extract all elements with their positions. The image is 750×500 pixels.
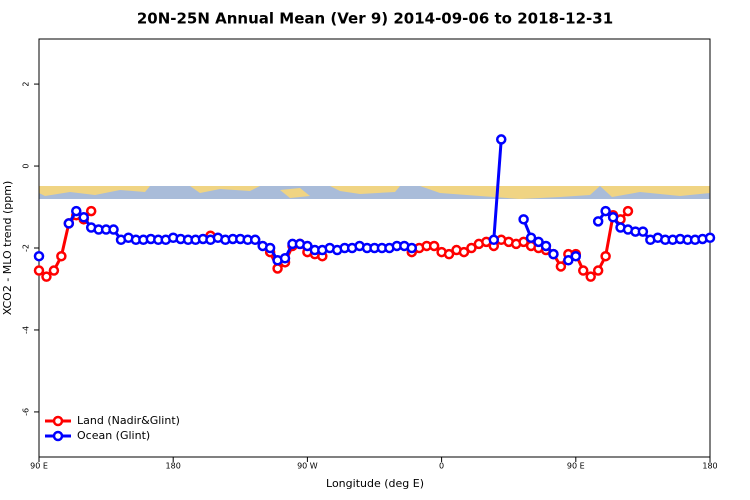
x-tick-label: 180 [702, 462, 717, 471]
data-point [406, 242, 418, 254]
data-point [570, 250, 582, 262]
data-point [533, 236, 544, 248]
data-point [264, 242, 276, 254]
y-tick-label: 0 [22, 163, 31, 168]
data-point [555, 261, 567, 272]
data-point [33, 265, 45, 276]
land-shape [330, 186, 400, 194]
x-tick-label: 0 [439, 462, 444, 471]
y-tick-label: -4 [22, 326, 31, 334]
data-point [592, 216, 604, 227]
land-shape [600, 186, 710, 197]
data-point [600, 205, 611, 217]
data-point [41, 271, 52, 282]
land-shape [280, 188, 310, 198]
map-strip [39, 186, 710, 199]
data-point [71, 205, 82, 217]
y-tick-label: -2 [22, 244, 31, 252]
x-axis-label: Longitude (deg E) [326, 477, 424, 490]
data-point [63, 218, 75, 229]
legend-label: Land (Nadir&Glint) [77, 414, 180, 427]
data-point [48, 265, 60, 276]
y-tick-label: -6 [22, 408, 31, 416]
data-point [466, 242, 477, 254]
x-tick-label: 90 W [297, 462, 318, 471]
data-point [33, 250, 45, 262]
y-axis-label: XCO2 - MLO trend (ppm) [1, 181, 14, 316]
data-point [637, 226, 649, 237]
data-point [563, 255, 574, 266]
data-point [607, 212, 619, 223]
data-point [302, 240, 313, 252]
data-point [249, 234, 261, 246]
data-point [56, 250, 67, 262]
data-point [704, 232, 716, 244]
x-tick-label: 90 E [567, 462, 585, 471]
data-point [548, 248, 559, 260]
chart-title: 20N-25N Annual Mean (Ver 9) 2014-09-06 t… [137, 10, 613, 28]
data-point [578, 265, 589, 276]
x-tick-label: 180 [166, 462, 181, 471]
land-shape [190, 186, 260, 193]
data-point [488, 234, 500, 246]
land-shape [420, 186, 600, 199]
data-point [108, 224, 119, 235]
data-point [272, 263, 283, 274]
land-shape [39, 186, 150, 196]
data-point [458, 246, 470, 258]
data-point [85, 205, 97, 217]
x-tick-label: 90 E [30, 462, 48, 471]
data-point [585, 271, 596, 282]
data-point [525, 232, 537, 244]
data-point [428, 240, 440, 252]
data-point [622, 205, 634, 217]
data-point [592, 265, 604, 276]
data-point [600, 250, 611, 262]
legend-label: Ocean (Glint) [77, 429, 150, 442]
data-point [279, 252, 291, 264]
y-tick-label: 2 [22, 82, 31, 87]
data-point [495, 134, 507, 145]
data-point [443, 248, 455, 260]
data-point [78, 212, 89, 223]
data-point [518, 214, 529, 225]
data-point [518, 236, 529, 248]
data-point [540, 240, 552, 252]
legend-marker [52, 430, 64, 442]
legend-marker [52, 415, 64, 427]
